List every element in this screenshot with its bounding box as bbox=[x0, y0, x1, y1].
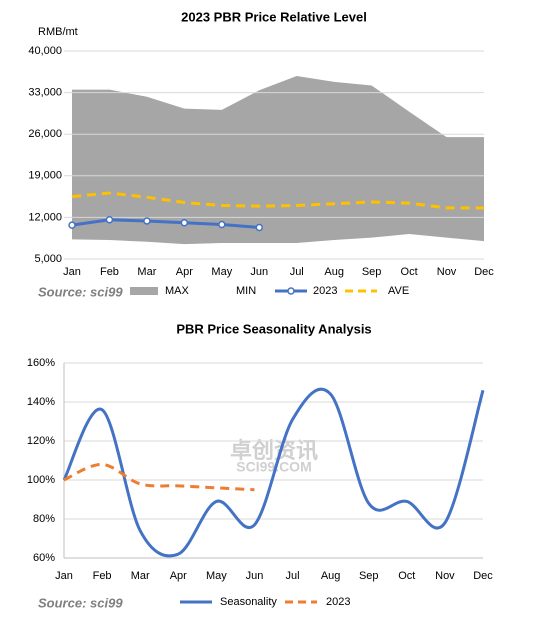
y-tick-label: 26,000 bbox=[28, 128, 62, 140]
y-tick-label: 12,000 bbox=[28, 211, 62, 223]
x-tick-label: Aug bbox=[324, 266, 344, 278]
y-tick-label: 33,000 bbox=[28, 87, 62, 99]
x-tick-label: Apr bbox=[176, 266, 193, 278]
marker bbox=[143, 217, 151, 225]
legend-label: 2023 bbox=[313, 285, 337, 297]
x-tick-label: May bbox=[211, 266, 232, 278]
chart-title: PBR Price Seasonality Analysis bbox=[176, 321, 371, 336]
area bbox=[72, 234, 484, 259]
legend-label: 2023 bbox=[326, 596, 350, 608]
y-unit-label: RMB/mt bbox=[38, 26, 78, 38]
source: Source: sci99 bbox=[38, 595, 123, 610]
y-tick-label: 19,000 bbox=[28, 170, 62, 182]
y-tick-label: 5,000 bbox=[34, 253, 62, 265]
x-tick-label: Oct bbox=[398, 570, 415, 582]
x-tick-label: Aug bbox=[321, 570, 341, 582]
x-tick-label: Feb bbox=[93, 570, 112, 582]
x-tick-label: Jan bbox=[63, 266, 81, 278]
y-tick-label: 120% bbox=[27, 435, 55, 447]
y-tick-label: 100% bbox=[27, 474, 55, 486]
legend-label: MIN bbox=[236, 285, 256, 297]
x-tick-label: Jan bbox=[55, 570, 73, 582]
legend-label: Seasonality bbox=[220, 596, 277, 608]
y-tick-label: 80% bbox=[33, 513, 55, 525]
area bbox=[72, 75, 484, 260]
y-tick-label: 60% bbox=[33, 552, 55, 564]
x-tick-label: Jul bbox=[290, 266, 304, 278]
x-tick-label: Sep bbox=[359, 570, 379, 582]
x-tick-label: Nov bbox=[435, 570, 455, 582]
marker bbox=[255, 223, 264, 232]
x-tick-label: Dec bbox=[474, 266, 494, 278]
chart-title: 2023 PBR Price Relative Level bbox=[181, 9, 367, 24]
x-tick-label: Jun bbox=[246, 570, 264, 582]
line bbox=[63, 462, 255, 492]
x-tick-label: Nov bbox=[437, 266, 457, 278]
legend-label: MAX bbox=[165, 285, 190, 297]
x-tick-label: Jul bbox=[286, 570, 300, 582]
x-tick-label: Apr bbox=[170, 570, 187, 582]
legend-swatch bbox=[130, 287, 158, 295]
x-tick-label: Feb bbox=[100, 266, 119, 278]
x-tick-label: Mar bbox=[131, 570, 150, 582]
y-tick-label: 40,000 bbox=[28, 45, 62, 57]
line bbox=[71, 218, 260, 229]
marker bbox=[105, 216, 114, 224]
marker bbox=[180, 218, 189, 227]
x-tick-label: Oct bbox=[401, 266, 418, 278]
line bbox=[62, 387, 485, 558]
legend-label: AVE bbox=[388, 285, 409, 297]
source: Source: sci99 bbox=[38, 284, 123, 299]
x-tick-label: Jun bbox=[250, 266, 268, 278]
y-tick-label: 160% bbox=[27, 357, 55, 369]
x-tick-label: Mar bbox=[137, 266, 156, 278]
x-tick-label: Dec bbox=[473, 570, 493, 582]
x-tick-label: May bbox=[206, 570, 227, 582]
x-tick-label: Sep bbox=[362, 266, 382, 278]
watermark: 卓创资讯 bbox=[230, 438, 318, 463]
watermark-sub: SCI99.COM bbox=[236, 459, 311, 475]
marker bbox=[68, 221, 76, 229]
marker bbox=[218, 220, 226, 229]
y-tick-label: 140% bbox=[27, 396, 55, 408]
legend-marker bbox=[287, 287, 295, 295]
